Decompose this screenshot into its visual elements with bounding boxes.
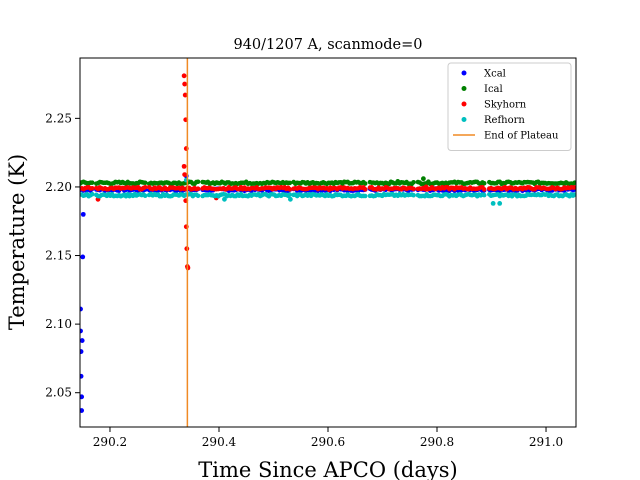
- point-refhorn: [411, 192, 416, 198]
- point-skyhorn: [142, 184, 148, 190]
- point-ical: [195, 179, 201, 185]
- point-xcal-outlier: [80, 338, 85, 343]
- plot-frame: [79, 57, 577, 428]
- point-ical: [572, 180, 576, 185]
- point-xcal-outlier: [80, 373, 84, 379]
- point-refhorn-outlier: [287, 196, 293, 202]
- y-tick-label: 2.15: [45, 249, 72, 263]
- point-refhorn: [362, 193, 368, 199]
- point-ical: [411, 179, 416, 185]
- point-skyhorn-outlier: [182, 92, 188, 98]
- y-axis-label: Temperature (K): [5, 154, 29, 330]
- data-layer: [80, 58, 576, 427]
- point-ical-outlier: [395, 179, 401, 184]
- legend-label: End of Plateau: [484, 131, 559, 142]
- point-skyhorn: [287, 187, 293, 192]
- series-ical: [80, 176, 576, 187]
- legend-marker: [461, 70, 467, 76]
- point-ical: [362, 181, 368, 186]
- x-tick-label: 290.6: [311, 435, 345, 449]
- series-refhorn: [80, 177, 576, 206]
- point-refhorn-outlier: [490, 201, 496, 206]
- point-xcal-outlier: [80, 328, 83, 334]
- chart-title: 940/1207 A, scanmode=0: [233, 37, 422, 53]
- point-xcal-outlier: [80, 254, 86, 260]
- legend-label: Xcal: [484, 69, 506, 80]
- point-ical: [142, 180, 148, 186]
- point-skyhorn-outlier: [182, 81, 188, 87]
- point-xcal-outlier: [80, 394, 85, 400]
- point-skyhorn: [362, 187, 368, 192]
- x-tick-label: 290.8: [420, 435, 454, 449]
- point-skyhorn: [572, 185, 576, 190]
- x-axis-label: Time Since APCO (days): [198, 458, 457, 480]
- point-xcal-outlier: [80, 408, 85, 413]
- y-tick-label: 2.20: [45, 180, 72, 194]
- point-skyhorn: [481, 187, 487, 192]
- point-refhorn: [89, 191, 95, 197]
- legend-label: Skyhorn: [484, 100, 527, 111]
- point-refhorn: [572, 192, 576, 197]
- point-skyhorn: [411, 186, 416, 192]
- legend-marker: [461, 86, 467, 91]
- point-refhorn-outlier: [222, 196, 227, 202]
- point-refhorn: [195, 193, 201, 199]
- point-xcal-outlier: [80, 306, 83, 312]
- plot-area: [80, 58, 576, 427]
- point-refhorn-outlier: [497, 201, 503, 206]
- legend-label: Refhorn: [484, 115, 525, 126]
- y-tick-label: 2.05: [45, 386, 72, 400]
- point-refhorn: [481, 192, 487, 198]
- point-ical-outlier: [420, 176, 426, 182]
- x-tick-label: 290.4: [202, 435, 237, 449]
- tick-layer: 290.2 290.4 290.6 290.8 291.0 2.05 2.10 2.15 2.2…: [45, 111, 563, 449]
- point-ical: [287, 180, 293, 186]
- series-skyhorn: [80, 73, 576, 271]
- x-tick-label: 291.0: [529, 435, 563, 449]
- point-xcal-outlier: [80, 211, 86, 217]
- point-ical: [89, 180, 95, 185]
- point-xcal-outlier: [80, 349, 84, 354]
- series-xcal: [80, 173, 576, 413]
- x-tick-label: 290.2: [93, 435, 127, 449]
- legend: Xcal Ical Skyhorn Refhorn End of Plateau: [447, 62, 572, 151]
- point-skyhorn-outlier: [326, 187, 332, 193]
- point-refhorn: [142, 193, 148, 199]
- point-skyhorn: [195, 186, 201, 192]
- point-skyhorn-outlier: [182, 172, 188, 178]
- point-skyhorn-outlier: [423, 184, 429, 190]
- point-ical: [481, 180, 487, 186]
- legend-label: Ical: [484, 84, 503, 95]
- point-refhorn: [287, 192, 293, 197]
- point-skyhorn-outlier: [181, 73, 187, 79]
- legend-box: [447, 62, 572, 151]
- legend-marker: [461, 117, 467, 122]
- y-tick-label: 2.25: [45, 111, 72, 125]
- legend-marker: [461, 101, 467, 107]
- point-skyhorn-outlier: [181, 163, 187, 169]
- y-tick-label: 2.10: [45, 317, 72, 331]
- point-skyhorn: [89, 186, 95, 191]
